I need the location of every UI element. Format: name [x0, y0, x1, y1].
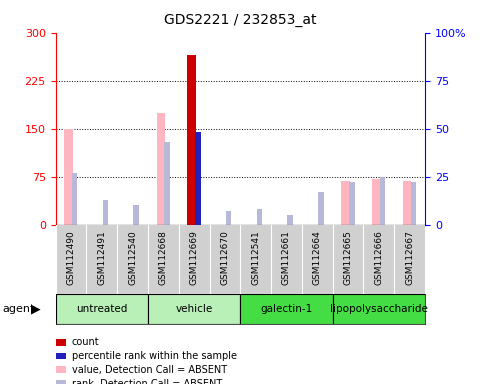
- Bar: [287, 215, 293, 225]
- Bar: [372, 179, 381, 225]
- Text: untreated: untreated: [76, 304, 128, 314]
- Text: rank, Detection Call = ABSENT: rank, Detection Call = ABSENT: [72, 379, 222, 384]
- Text: percentile rank within the sample: percentile rank within the sample: [72, 351, 237, 361]
- Bar: [133, 205, 139, 225]
- Text: count: count: [72, 337, 99, 347]
- Bar: [187, 55, 196, 225]
- Bar: [318, 192, 324, 225]
- Text: GSM112664: GSM112664: [313, 230, 322, 285]
- Bar: [164, 142, 170, 225]
- Bar: [64, 129, 73, 225]
- Text: GSM112491: GSM112491: [97, 230, 106, 285]
- Text: agent: agent: [2, 304, 35, 314]
- Text: GSM112666: GSM112666: [374, 230, 384, 285]
- Text: GSM112667: GSM112667: [405, 230, 414, 285]
- Text: value, Detection Call = ABSENT: value, Detection Call = ABSENT: [72, 365, 227, 375]
- Text: GSM112541: GSM112541: [251, 230, 260, 285]
- Bar: [403, 181, 412, 225]
- Bar: [226, 211, 231, 225]
- Bar: [341, 181, 350, 225]
- Text: GSM112661: GSM112661: [282, 230, 291, 285]
- Text: galectin-1: galectin-1: [260, 304, 313, 314]
- Text: GSM112669: GSM112669: [190, 230, 199, 285]
- Bar: [349, 182, 355, 225]
- Title: GDS2221 / 232853_at: GDS2221 / 232853_at: [164, 13, 316, 27]
- Text: GSM112490: GSM112490: [67, 230, 75, 285]
- Bar: [72, 173, 77, 225]
- Text: GSM112540: GSM112540: [128, 230, 137, 285]
- Bar: [411, 182, 416, 225]
- Text: vehicle: vehicle: [175, 304, 213, 314]
- Bar: [333, 294, 425, 324]
- Bar: [195, 132, 200, 225]
- Text: GSM112668: GSM112668: [159, 230, 168, 285]
- Text: GSM112665: GSM112665: [343, 230, 353, 285]
- Bar: [256, 209, 262, 225]
- Text: GSM112670: GSM112670: [220, 230, 229, 285]
- Text: ▶: ▶: [31, 303, 41, 316]
- Bar: [148, 294, 241, 324]
- Bar: [240, 294, 333, 324]
- Text: lipopolysaccharide: lipopolysaccharide: [330, 304, 428, 314]
- Bar: [380, 177, 385, 225]
- Bar: [103, 200, 108, 225]
- Bar: [156, 113, 165, 225]
- Bar: [56, 294, 148, 324]
